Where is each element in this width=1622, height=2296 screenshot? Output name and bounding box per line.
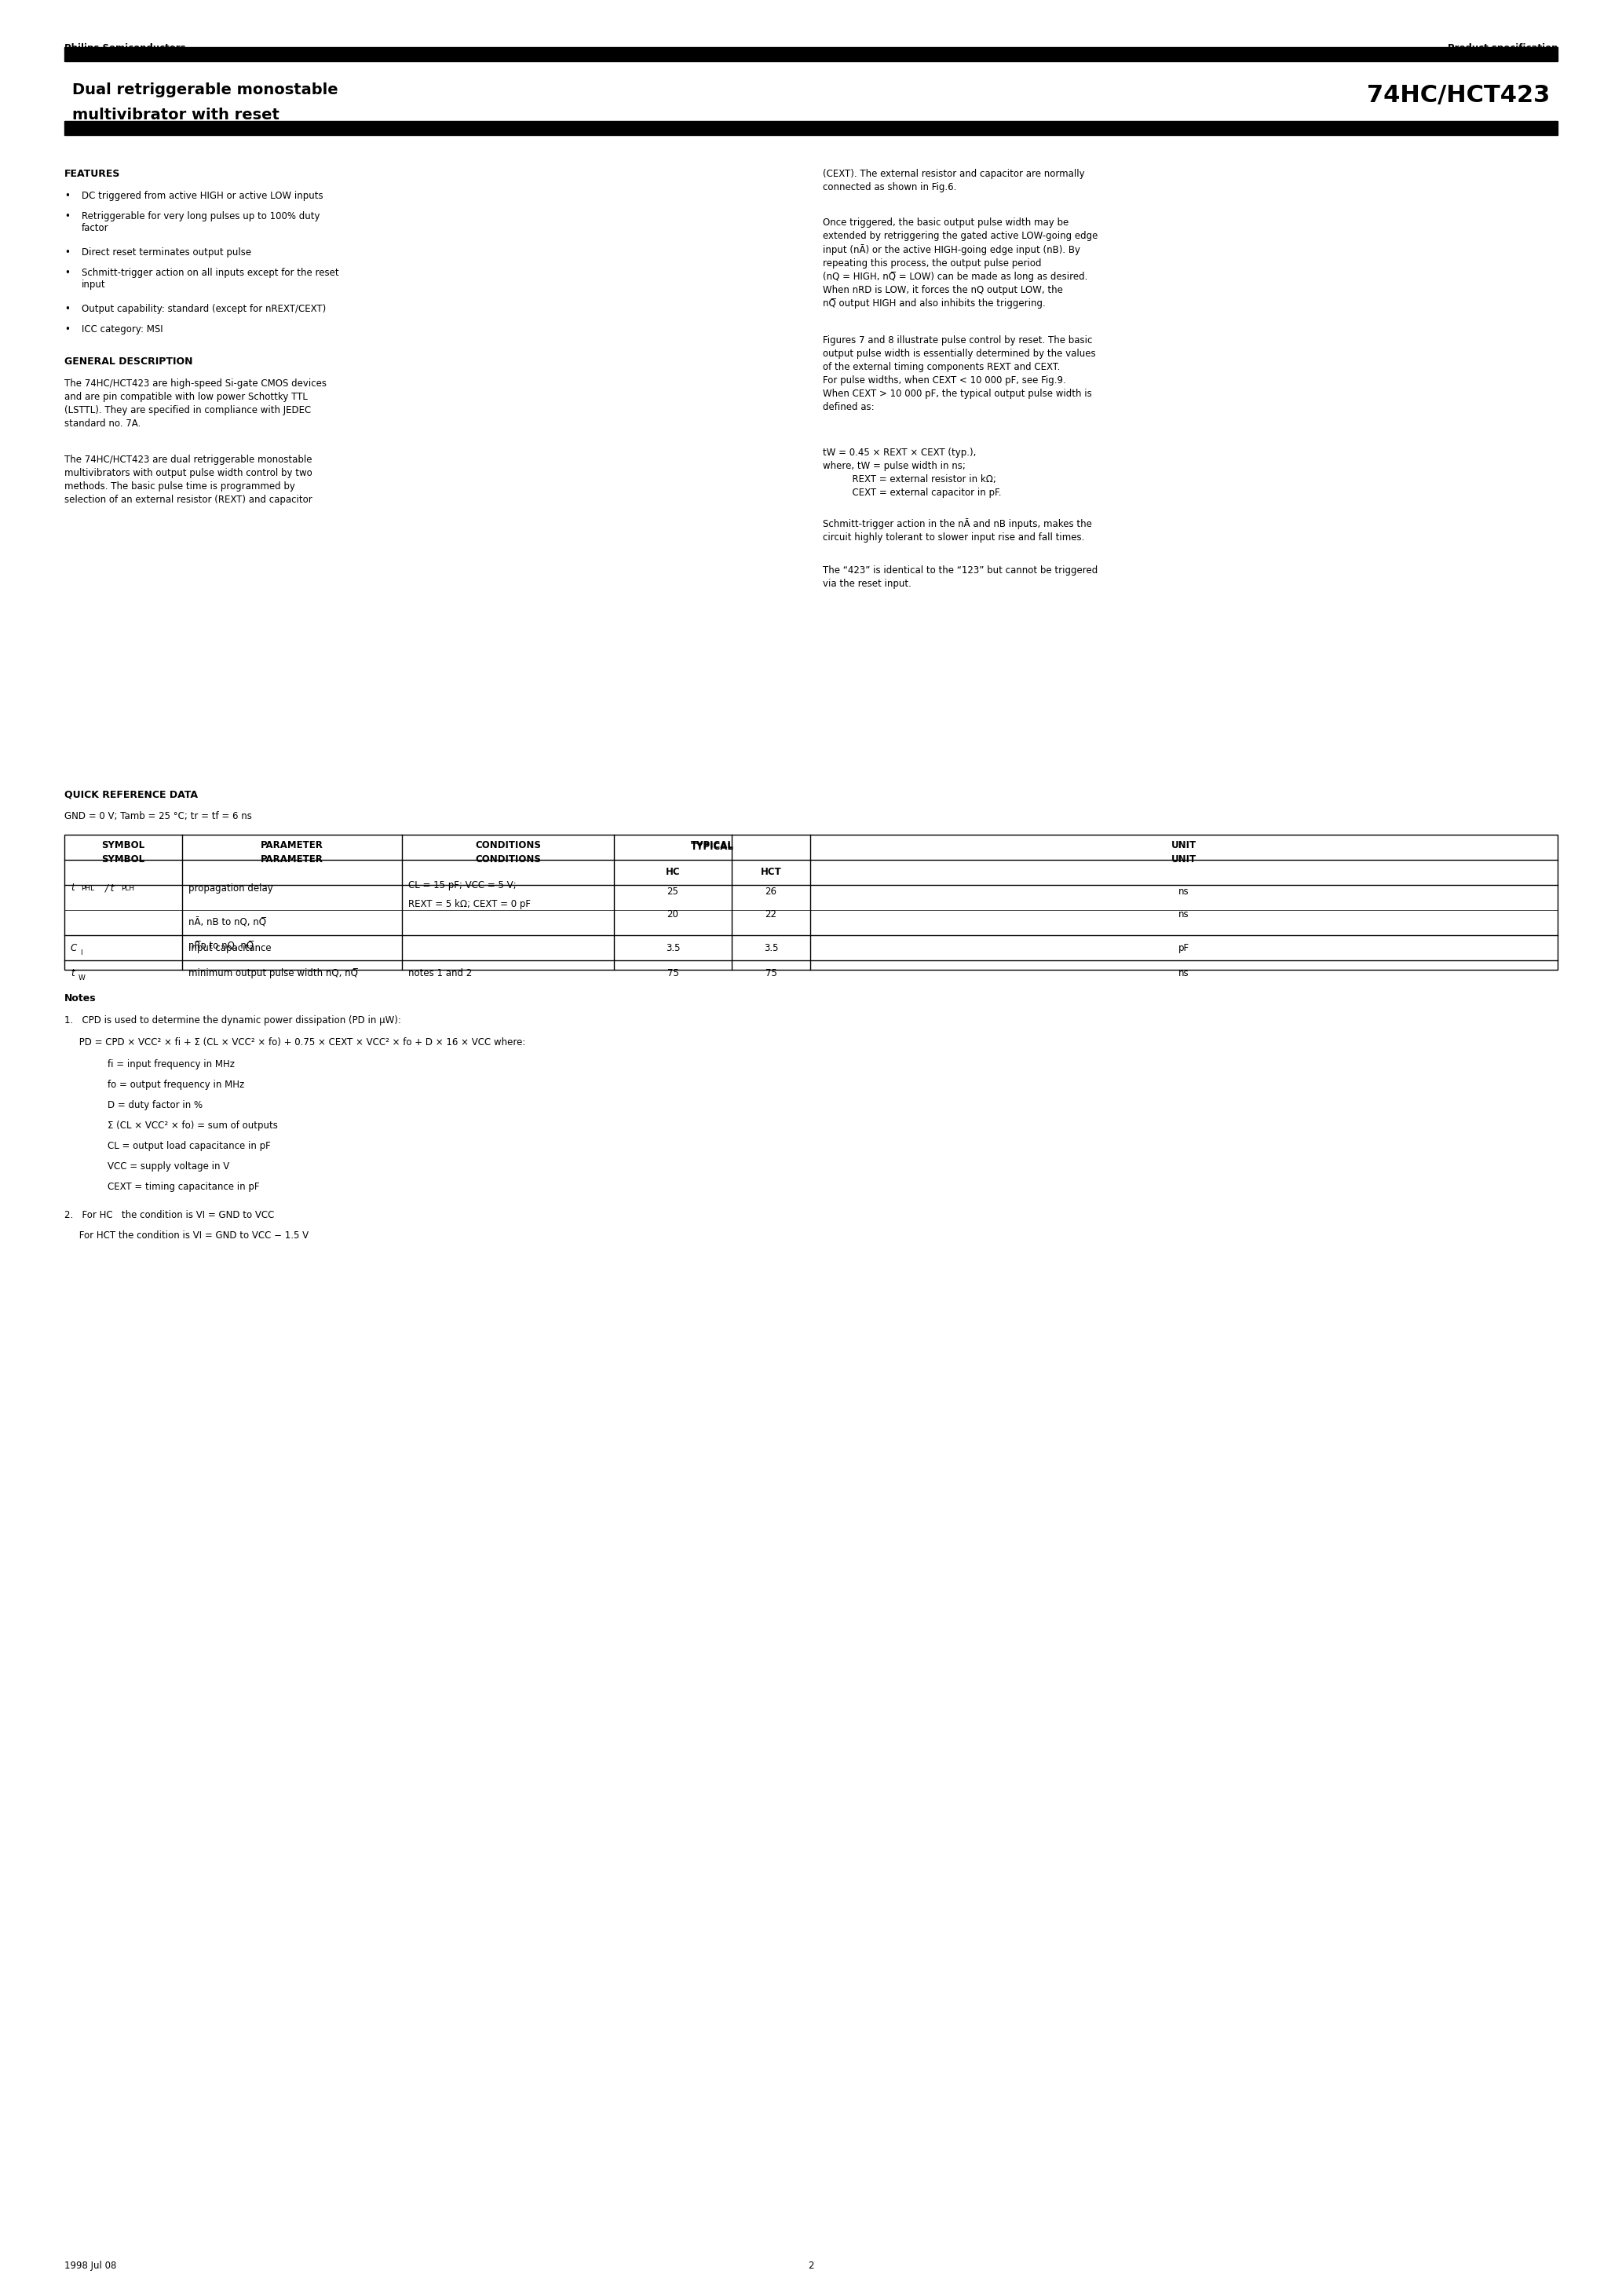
Text: PARAMETER: PARAMETER (261, 854, 323, 866)
Text: nR̅ᴅ to nQ, nQ̅: nR̅ᴅ to nQ, nQ̅ (188, 941, 253, 951)
Text: CEXT = timing capacitance in pF: CEXT = timing capacitance in pF (107, 1182, 260, 1192)
Text: 3.5: 3.5 (764, 944, 779, 953)
Text: The “423” is identical to the “123” but cannot be triggered
via the reset input.: The “423” is identical to the “123” but … (822, 565, 1098, 588)
Text: tW = 0.45 × REXT × CEXT (typ.),
where, tW = pulse width in ns;
          REXT = : tW = 0.45 × REXT × CEXT (typ.), where, t… (822, 448, 1001, 498)
Text: notes 1 and 2: notes 1 and 2 (409, 969, 472, 978)
Text: SYMBOL: SYMBOL (102, 840, 144, 852)
Text: Once triggered, the basic output pulse width may be
extended by retriggering the: Once triggered, the basic output pulse w… (822, 218, 1098, 310)
Text: QUICK REFERENCE DATA: QUICK REFERENCE DATA (65, 790, 198, 799)
Text: For HCT the condition is VI = GND to VCC − 1.5 V: For HCT the condition is VI = GND to VCC… (65, 1231, 308, 1240)
Text: Schmitt-trigger action in the nĀ and nB inputs, makes the
circuit highly toleran: Schmitt-trigger action in the nĀ and nB … (822, 519, 1092, 542)
Text: 2: 2 (808, 2262, 814, 2271)
Text: minimum output pulse width nQ, nQ̅: minimum output pulse width nQ, nQ̅ (188, 969, 358, 978)
Text: 25: 25 (667, 886, 678, 895)
Text: •: • (65, 248, 70, 257)
Text: UNIT: UNIT (1171, 840, 1197, 852)
Text: Direct reset terminates output pulse: Direct reset terminates output pulse (81, 248, 251, 257)
Text: W: W (78, 974, 86, 980)
Text: Product specification: Product specification (1447, 44, 1557, 53)
Text: / t: / t (105, 884, 115, 893)
Text: 75: 75 (766, 969, 777, 978)
Text: CONDITIONS: CONDITIONS (475, 854, 540, 866)
Text: Dual retriggerable monostable: Dual retriggerable monostable (73, 83, 337, 96)
Text: PLH: PLH (122, 884, 135, 891)
Text: CONDITIONS: CONDITIONS (475, 840, 540, 852)
Text: 26: 26 (766, 886, 777, 895)
Text: PARAMETER: PARAMETER (261, 840, 323, 852)
Text: (CEXT). The external resistor and capacitor are normally
connected as shown in F: (CEXT). The external resistor and capaci… (822, 170, 1085, 193)
Text: D = duty factor in %: D = duty factor in % (107, 1100, 203, 1111)
Text: pF: pF (1178, 944, 1189, 953)
Text: Output capability: standard (except for nREXT/CEXT): Output capability: standard (except for … (81, 303, 326, 315)
Text: 75: 75 (667, 969, 678, 978)
Text: Figures 7 and 8 illustrate pulse control by reset. The basic
output pulse width : Figures 7 and 8 illustrate pulse control… (822, 335, 1096, 413)
Text: multivibrator with reset: multivibrator with reset (73, 108, 279, 122)
Text: •: • (65, 211, 70, 220)
Text: Notes: Notes (65, 994, 96, 1003)
Text: fi = input frequency in MHz: fi = input frequency in MHz (107, 1058, 235, 1070)
Text: REXT = 5 kΩ; CEXT = 0 pF: REXT = 5 kΩ; CEXT = 0 pF (409, 898, 530, 909)
Text: input capacitance: input capacitance (188, 944, 271, 953)
Text: 1.   CPD is used to determine the dynamic power dissipation (PD in μW):: 1. CPD is used to determine the dynamic … (65, 1015, 401, 1026)
Text: 2.   For HC   the condition is VI = GND to VCC: 2. For HC the condition is VI = GND to V… (65, 1210, 274, 1219)
Text: Σ (CL × VCC² × fo) = sum of outputs: Σ (CL × VCC² × fo) = sum of outputs (107, 1120, 277, 1130)
Text: 74HC/HCT423: 74HC/HCT423 (1367, 83, 1549, 106)
Text: The 74HC/HCT423 are dual retriggerable monostable
multivibrators with output pul: The 74HC/HCT423 are dual retriggerable m… (65, 455, 313, 505)
Text: C: C (71, 944, 78, 953)
Text: t: t (71, 969, 75, 978)
Text: HC: HC (665, 868, 680, 877)
Text: propagation delay: propagation delay (188, 884, 272, 893)
Text: 1998 Jul 08: 1998 Jul 08 (65, 2262, 117, 2271)
Text: •: • (65, 269, 70, 278)
Text: •: • (65, 303, 70, 315)
Text: CL = output load capacitance in pF: CL = output load capacitance in pF (107, 1141, 271, 1150)
Text: ICC category: MSI: ICC category: MSI (81, 324, 162, 335)
Text: FEATURES: FEATURES (65, 170, 120, 179)
Text: GND = 0 V; Tamb = 25 °C; tr = tf = 6 ns: GND = 0 V; Tamb = 25 °C; tr = tf = 6 ns (65, 810, 251, 822)
Text: HCT: HCT (761, 868, 782, 877)
Text: Schmitt-trigger action on all inputs except for the reset
input: Schmitt-trigger action on all inputs exc… (81, 269, 339, 289)
Text: TYPICAL: TYPICAL (691, 840, 733, 852)
Bar (65, 122, 1557, 135)
Text: The 74HC/HCT423 are high-speed Si-gate CMOS devices
and are pin compatible with : The 74HC/HCT423 are high-speed Si-gate C… (65, 379, 326, 429)
Text: ns: ns (1179, 969, 1189, 978)
Text: ns: ns (1179, 886, 1189, 895)
Text: ns: ns (1179, 909, 1189, 921)
Text: PD = CPD × VCC² × fi + Σ (CL × VCC² × fo) + 0.75 × CEXT × VCC² × fo + D × 16 × V: PD = CPD × VCC² × fi + Σ (CL × VCC² × fo… (65, 1038, 526, 1047)
Text: TYPICAL: TYPICAL (691, 843, 733, 852)
Bar (65, 836, 1557, 969)
Text: PHL: PHL (81, 884, 94, 891)
Text: CL = 15 pF; VCC = 5 V;: CL = 15 pF; VCC = 5 V; (409, 879, 516, 891)
Text: fo = output frequency in MHz: fo = output frequency in MHz (107, 1079, 245, 1091)
Text: nĀ, nB to nQ, nQ̅: nĀ, nB to nQ, nQ̅ (188, 918, 266, 928)
Text: t: t (71, 884, 75, 893)
Text: •: • (65, 324, 70, 335)
Text: Retriggerable for very long pulses up to 100% duty
factor: Retriggerable for very long pulses up to… (81, 211, 320, 234)
Text: •: • (65, 191, 70, 202)
Text: 20: 20 (667, 909, 678, 921)
Text: 22: 22 (766, 909, 777, 921)
Text: I: I (79, 948, 83, 955)
Text: GENERAL DESCRIPTION: GENERAL DESCRIPTION (65, 356, 193, 367)
Text: 3.5: 3.5 (665, 944, 680, 953)
Text: SYMBOL: SYMBOL (102, 854, 144, 866)
Text: UNIT: UNIT (1171, 854, 1197, 866)
Text: Philips Semiconductors: Philips Semiconductors (65, 44, 187, 53)
Text: DC triggered from active HIGH or active LOW inputs: DC triggered from active HIGH or active … (81, 191, 323, 202)
Text: VCC = supply voltage in V: VCC = supply voltage in V (107, 1162, 229, 1171)
Bar (65, 48, 1557, 62)
